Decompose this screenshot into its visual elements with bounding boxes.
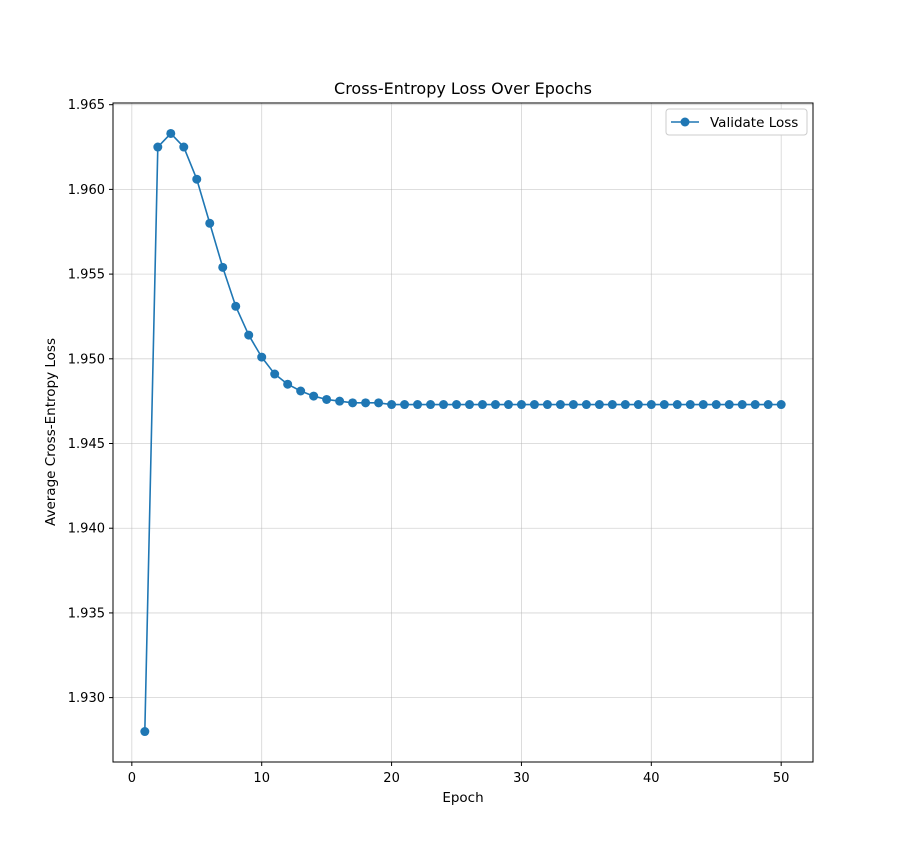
data-point [594, 400, 604, 410]
y-tick-label: 1.935 [68, 606, 105, 621]
data-point [672, 400, 682, 410]
x-axis-label: Epoch [442, 790, 483, 806]
x-tick-label: 40 [643, 771, 660, 786]
data-point [322, 394, 332, 404]
data-point [387, 400, 397, 410]
data-point [309, 391, 319, 401]
y-tick-label: 1.940 [68, 522, 105, 537]
data-point [205, 218, 215, 228]
data-point [529, 400, 539, 410]
data-point [257, 352, 267, 362]
data-point [620, 400, 630, 410]
data-point [477, 400, 487, 410]
data-point [439, 400, 449, 410]
x-tick-label: 30 [513, 771, 530, 786]
data-point [335, 396, 345, 406]
data-point [763, 400, 773, 410]
chart-title: Cross-Entropy Loss Over Epochs [334, 79, 592, 98]
data-point [711, 400, 721, 410]
legend-entry-validate-loss: Validate Loss [710, 115, 798, 131]
data-point [374, 398, 384, 408]
data-point [646, 400, 656, 410]
y-tick-label: 1.965 [68, 98, 105, 113]
data-point [270, 369, 280, 379]
data-point [426, 400, 436, 410]
x-tick-label: 20 [383, 771, 400, 786]
y-tick-label: 1.955 [68, 268, 105, 283]
data-point [140, 727, 150, 737]
data-point [400, 400, 410, 410]
data-point [244, 330, 254, 340]
y-tick-label: 1.945 [68, 437, 105, 452]
data-point [607, 400, 617, 410]
series-layer [140, 128, 786, 737]
axes: 0 10 20 30 40 50 1.930 1.935 1.940 1.945 1.950 1.95… [68, 98, 814, 786]
data-point [659, 400, 669, 410]
y-tick-label: 1.930 [68, 691, 105, 706]
plot-frame [112, 102, 814, 763]
data-point [555, 400, 565, 410]
data-point [179, 142, 189, 152]
data-point [776, 400, 786, 410]
data-point [452, 400, 462, 410]
data-point [348, 398, 358, 408]
grid [113, 103, 813, 762]
data-point [737, 400, 747, 410]
x-tick-label: 0 [128, 771, 136, 786]
data-point [750, 400, 760, 410]
data-point [581, 400, 591, 410]
x-tick-label: 10 [253, 771, 270, 786]
legend-marker-sample [680, 117, 690, 127]
data-point [283, 379, 293, 389]
data-point [516, 400, 526, 410]
y-axis-label: Average Cross-Entropy Loss [43, 338, 59, 526]
data-point [231, 301, 241, 311]
legend-box [665, 108, 808, 136]
legend: Validate Loss [665, 108, 808, 136]
data-point [296, 386, 306, 396]
data-point [503, 400, 513, 410]
data-point [361, 398, 371, 408]
data-point [153, 142, 163, 152]
data-point [464, 400, 474, 410]
data-point [218, 262, 228, 272]
data-point [685, 400, 695, 410]
data-point [166, 128, 176, 138]
x-tick-label: 50 [773, 771, 790, 786]
data-point [724, 400, 734, 410]
data-point [542, 400, 552, 410]
y-tick-label: 1.960 [68, 183, 105, 198]
data-point [698, 400, 708, 410]
data-point [192, 174, 202, 184]
data-point [490, 400, 500, 410]
y-tick-label: 1.950 [68, 352, 105, 367]
data-point [413, 400, 423, 410]
data-point [633, 400, 643, 410]
data-point [568, 400, 578, 410]
